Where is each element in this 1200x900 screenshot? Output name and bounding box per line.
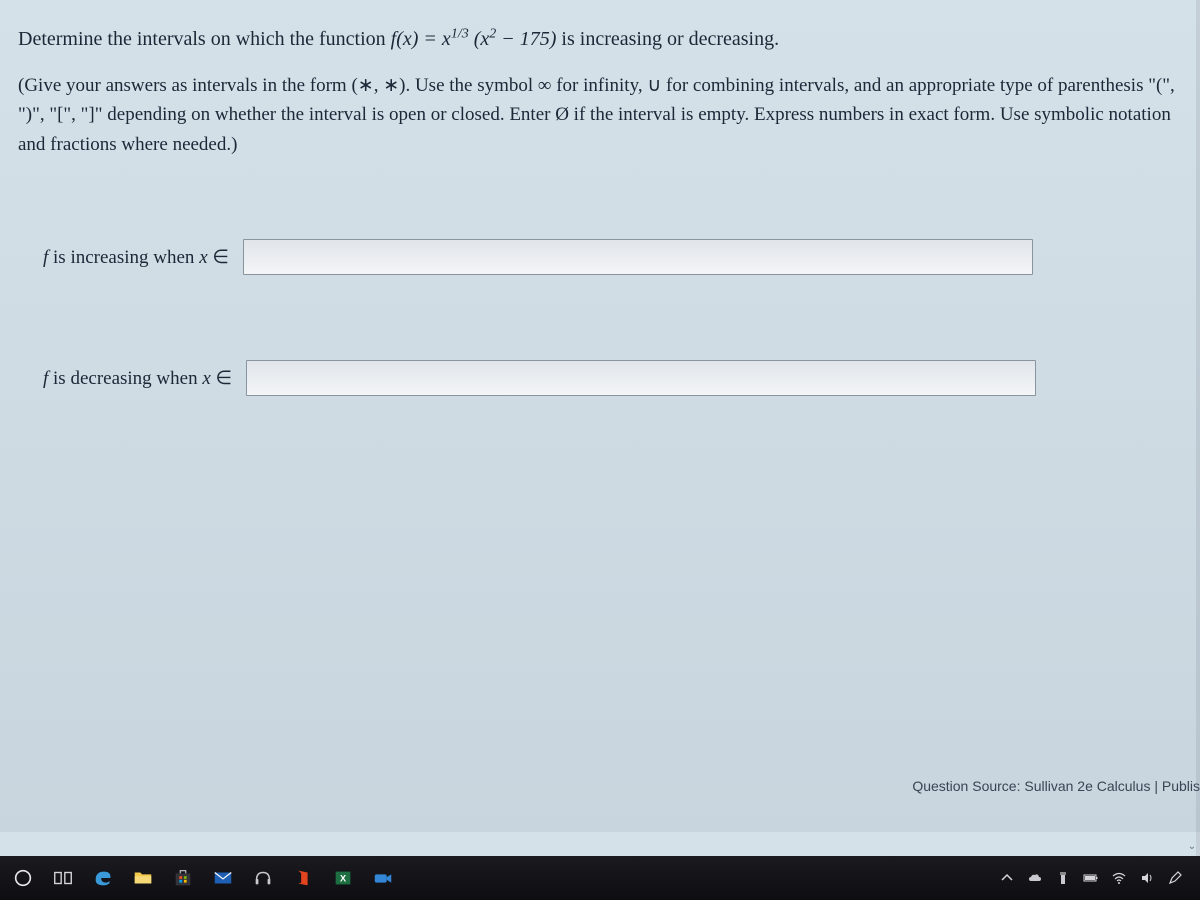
- increasing-row: f is increasing when x ∈: [18, 239, 1182, 275]
- taskbar-left: X: [6, 861, 998, 895]
- tray-chevron-up-icon[interactable]: [998, 869, 1016, 887]
- volume-icon[interactable]: [1138, 869, 1156, 887]
- exp1: 1/3: [451, 26, 469, 41]
- file-explorer-icon[interactable]: [126, 861, 160, 895]
- scrollbar-down-chevron[interactable]: ⌄: [1184, 838, 1200, 854]
- q-suffix: is increasing or decreasing.: [561, 28, 779, 50]
- answer-instructions: (Give your answers as intervals in the f…: [18, 71, 1182, 159]
- cortana-icon[interactable]: [6, 861, 40, 895]
- question-panel: Determine the intervals on which the fun…: [0, 0, 1200, 832]
- decreasing-input[interactable]: [246, 360, 1036, 396]
- q-prefix: Determine the intervals on which the fun…: [18, 28, 391, 50]
- dec-text: is decreasing when: [48, 368, 202, 389]
- headphones-icon[interactable]: [246, 861, 280, 895]
- mail-icon[interactable]: [206, 861, 240, 895]
- question-statement: Determine the intervals on which the fun…: [18, 25, 1182, 53]
- xsq: x: [480, 28, 489, 50]
- windows-taskbar: X: [0, 856, 1200, 900]
- decreasing-row: f is decreasing when x ∈: [18, 360, 1182, 396]
- edge-icon[interactable]: [86, 861, 120, 895]
- dec-x: x: [202, 368, 210, 389]
- increasing-label: f is increasing when x ∈: [43, 246, 229, 269]
- wifi-icon[interactable]: [1110, 869, 1128, 887]
- increasing-input[interactable]: [243, 239, 1033, 275]
- fn-lhs: f(x) = x: [391, 28, 451, 50]
- paren-open: (: [469, 28, 481, 50]
- inc-in: ∈: [208, 247, 229, 268]
- microsoft-store-icon[interactable]: [166, 861, 200, 895]
- system-tray: [998, 869, 1194, 887]
- office-icon[interactable]: [286, 861, 320, 895]
- inc-text: is increasing when: [48, 247, 199, 268]
- battery-icon[interactable]: [1082, 869, 1100, 887]
- vertical-scrollbar[interactable]: [1196, 0, 1200, 856]
- excel-icon[interactable]: X: [326, 861, 360, 895]
- decreasing-label: f is decreasing when x ∈: [43, 367, 232, 390]
- q-fn: f(x) = x1/3 (x2 − 175): [391, 28, 562, 50]
- pen-icon[interactable]: [1166, 869, 1184, 887]
- onedrive-icon[interactable]: [1026, 869, 1044, 887]
- svg-text:X: X: [340, 874, 347, 884]
- camera-icon[interactable]: [366, 861, 400, 895]
- question-source: Question Source: Sullivan 2e Calculus | …: [912, 778, 1200, 794]
- inc-x: x: [199, 247, 207, 268]
- minus-const: − 175): [496, 28, 556, 50]
- dec-in: ∈: [211, 368, 232, 389]
- usb-icon[interactable]: [1054, 869, 1072, 887]
- task-view-icon[interactable]: [46, 861, 80, 895]
